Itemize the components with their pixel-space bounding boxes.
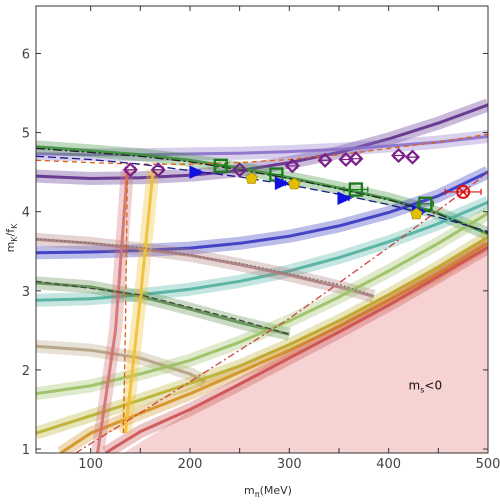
- annotation-sub: s: [420, 386, 424, 395]
- y-axis-label-sub2: K: [10, 223, 19, 229]
- frame-rect: [35, 5, 489, 454]
- point-diamond-1: [150, 162, 166, 178]
- y-tick-label: 2: [22, 364, 30, 379]
- x-tick-label: 300: [277, 457, 302, 472]
- point-diamond-7: [391, 147, 407, 164]
- point-square-0: [213, 158, 228, 174]
- point-triangle-0: [189, 165, 205, 179]
- annotation-rest: <0: [424, 379, 442, 393]
- x-axis-label-sub: π: [255, 490, 260, 499]
- y-axis-label-main: m: [4, 242, 17, 253]
- y-tick-label: 1: [22, 443, 30, 458]
- band-13-center: [123, 169, 155, 434]
- band-8-center: [36, 212, 488, 396]
- y-tick-label: 4: [22, 206, 30, 221]
- dashed-line-0: [36, 133, 488, 165]
- point-circle-cross-0: [456, 184, 471, 199]
- x-tick-label: 500: [476, 457, 500, 472]
- point-diamond-2: [232, 162, 248, 178]
- dashed-line-4: [122, 172, 129, 434]
- point-circle-cross-0-cross: [458, 187, 468, 197]
- point-square-3: [418, 196, 433, 211]
- band-12-center: [96, 169, 129, 453]
- band-9-center: [36, 235, 488, 435]
- point-triangle-2: [337, 191, 353, 206]
- bands-layer: [36, 98, 488, 453]
- y-axis-label-mid: /f: [4, 228, 17, 237]
- errorbar-1-0: [216, 162, 226, 169]
- annotation-main: m: [409, 379, 421, 393]
- point-diamond-8: [404, 149, 421, 165]
- y-tick-label: 6: [22, 47, 30, 62]
- x-axis-label: mπ(MeV): [244, 484, 292, 499]
- plot-frame: [35, 5, 489, 454]
- band-3-center: [36, 170, 488, 255]
- band-7-center: [36, 344, 206, 384]
- ms-negative-annotation: ms<0: [409, 379, 443, 395]
- point-square-2: [348, 182, 364, 197]
- band-10-center: [59, 242, 488, 453]
- point-diamond-0: [122, 162, 138, 178]
- x-tick-label: 200: [178, 457, 203, 472]
- x-tick-label: 400: [376, 457, 401, 472]
- dashed-line-6: [36, 280, 290, 335]
- band-0-center: [36, 103, 488, 180]
- y-axis-label-sub1: K: [10, 236, 19, 242]
- point-pentagon-1: [288, 177, 301, 190]
- band-11-center: [104, 246, 488, 453]
- errorbar-1-2: [343, 186, 369, 193]
- point-diamond-3: [284, 158, 300, 174]
- point-diamond-4: [317, 152, 333, 168]
- band-5-center: [36, 237, 375, 298]
- axis-ticks: 100 200 300 400 500 1 2 3 4 5 6: [22, 6, 500, 472]
- x-axis-label-main: m: [244, 484, 255, 497]
- dashed-line-1: [36, 155, 488, 233]
- y-tick-label: 5: [22, 127, 30, 142]
- band-1-center: [36, 135, 488, 157]
- point-diamond-6: [348, 151, 364, 167]
- band-4-center: [36, 200, 488, 302]
- point-pentagon-0: [245, 172, 258, 184]
- x-tick-label: 100: [78, 457, 103, 472]
- data-points-layer: [122, 147, 482, 220]
- y-tick-label: 3: [22, 285, 30, 300]
- point-triangle-1: [274, 176, 290, 190]
- x-axis-label-unit: (MeV): [260, 484, 292, 497]
- point-pentagon-2: [410, 207, 423, 220]
- y-axis-label: mK/fK: [4, 223, 19, 253]
- dashed-line-5: [36, 237, 372, 296]
- band-6-center: [36, 281, 290, 336]
